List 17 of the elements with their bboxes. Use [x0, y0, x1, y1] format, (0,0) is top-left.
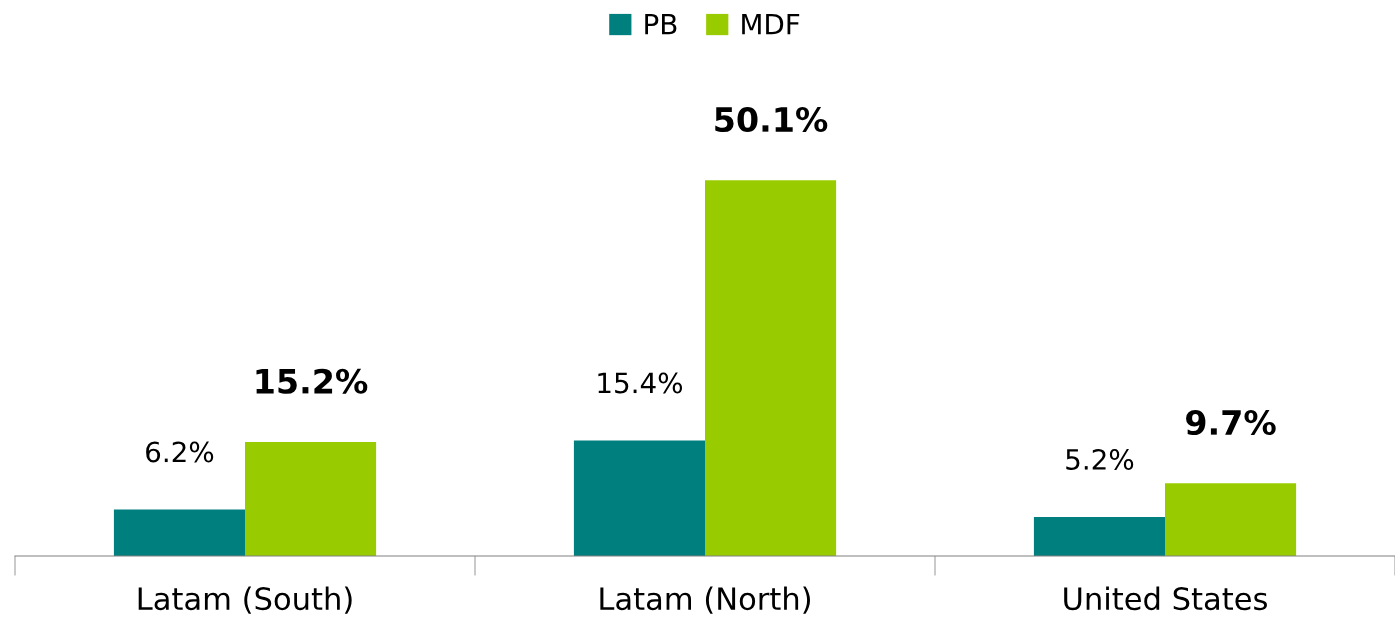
- bar: [113, 509, 245, 556]
- data-label: 15.2%: [256, 368, 368, 394]
- bar: [705, 180, 837, 556]
- x-tick-label: United States: [1064, 586, 1267, 611]
- x-tick-label: Latam (South): [138, 586, 352, 614]
- x-tick-label: Latam (North): [600, 586, 810, 614]
- data-label: 9.7%: [1186, 409, 1276, 436]
- data-label: 6.2%: [146, 441, 214, 463]
- legend-label: PB: [645, 13, 677, 35]
- bar: [573, 440, 705, 556]
- bar: [1033, 517, 1165, 556]
- bar: [1165, 483, 1297, 556]
- bar: [245, 442, 377, 556]
- legend-label: MDF: [742, 13, 800, 35]
- data-label: 5.2%: [1066, 448, 1134, 470]
- data-label: 50.1%: [715, 106, 828, 133]
- data-label: 15.4%: [598, 372, 683, 394]
